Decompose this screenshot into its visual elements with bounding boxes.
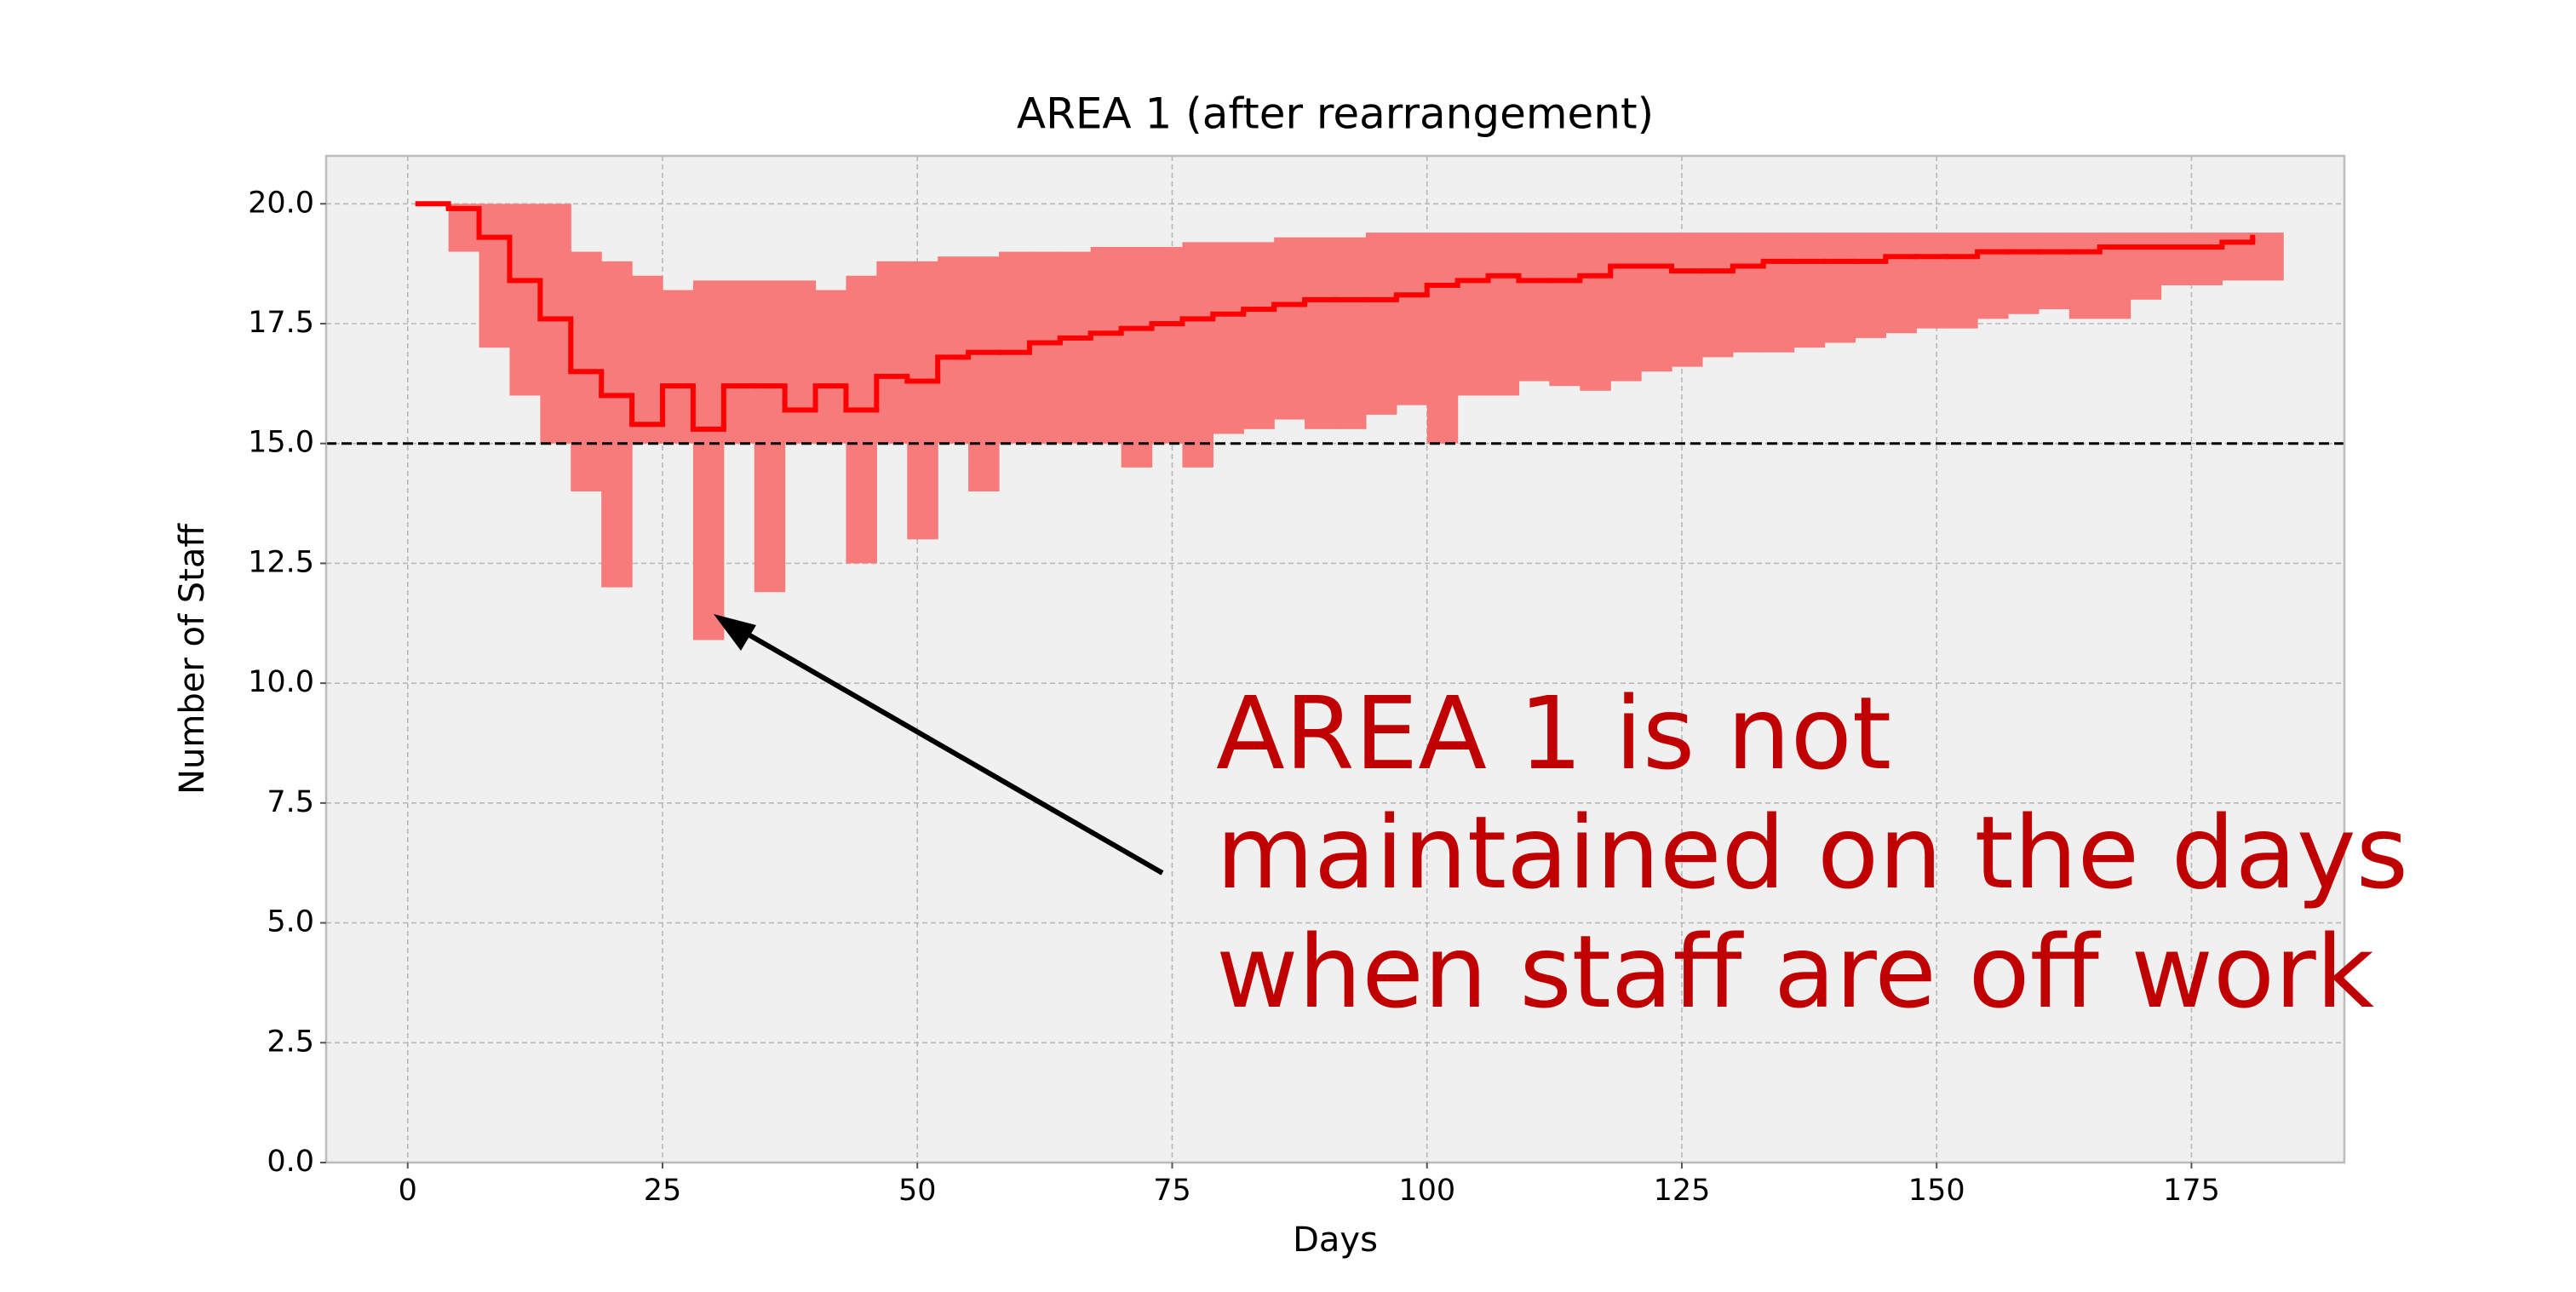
band-segment [1549,233,1581,387]
band-segment [1580,233,1611,391]
x-tick-label: 0 [399,1174,417,1208]
band-segment [876,261,908,444]
band-segment [1213,242,1244,434]
band-segment [1121,246,1153,468]
band-segment [1672,233,1703,367]
chart-title: AREA 1 (after rearrangement) [1017,89,1654,139]
band-segment [2068,233,2101,319]
band-segment [1885,233,1917,334]
plot-frame [324,154,2346,1164]
x-tick-label: 150 [1908,1174,1965,1208]
band-segment [2191,233,2223,285]
y-tick-label: 5.0 [267,905,314,939]
annotation-line: maintained on the days [1216,794,2408,911]
band-segment [2160,233,2193,285]
x-tick-label: 100 [1398,1174,1455,1208]
band-segment [968,256,1000,491]
y-tick-label: 7.5 [267,785,314,819]
x-tick-label: 75 [1153,1174,1191,1208]
band-segment [1977,233,2009,319]
band-segment [754,280,786,593]
band-segment [1274,237,1305,420]
band-segment [1151,246,1184,444]
y-tick-label: 15.0 [248,426,314,460]
band-segment [632,275,663,444]
band-segment [1518,233,1550,382]
band-segment [1701,233,1734,358]
band-segment [1763,233,1795,353]
band-segment [1457,233,1489,396]
band-segment [1793,233,1826,348]
x-tick-label: 25 [644,1174,682,1208]
band-segment [663,290,694,444]
band-segment [448,204,480,252]
band-segment [2038,233,2070,310]
band-segment [1947,233,1978,329]
band-segment [784,280,817,444]
band-segment [1610,233,1642,382]
data-marks [326,201,2344,640]
grid [326,156,2344,1163]
band-segment [1335,237,1367,429]
band-segment [1365,233,1397,415]
band-segment [2252,233,2284,281]
x-tick-label: 125 [1654,1174,1711,1208]
band-segment [723,280,755,444]
band-segment [846,275,877,564]
annotation-arrowhead [714,614,756,651]
band-segment [1090,246,1122,444]
y-tick-label: 17.5 [248,306,314,340]
y-tick-label: 20.0 [248,186,314,220]
band-segment [1243,242,1275,429]
y-tick-label: 0.0 [267,1145,314,1179]
band-segment [2130,233,2162,300]
band-segment [907,261,938,540]
band-segment [1029,251,1061,444]
y-tick-label: 10.0 [248,665,314,699]
band-segment [1396,233,1428,405]
band-segment [938,256,969,444]
band-segment [1059,251,1092,444]
band-segment [1732,233,1764,353]
band-segment [2008,233,2040,314]
y-axis-label: Number of Staff [173,523,212,795]
band-segment [479,204,511,348]
band-segment [1488,233,1520,396]
band-segment [540,204,571,444]
band-segment [999,251,1030,444]
band-segment [1641,233,1672,372]
y-tick-label: 2.5 [267,1025,314,1059]
band-segment [601,261,633,588]
x-tick-label: 50 [898,1174,937,1208]
band-segment [1426,233,1459,444]
y-tick-label: 12.5 [248,545,314,579]
band-segment [509,204,541,396]
band-segment [1305,237,1336,429]
band-segment [815,290,847,444]
annotation-line: AREA 1 is not [1216,675,1891,792]
x-axis-label: Days [1293,1220,1378,1260]
band-segment [692,280,725,640]
band-segment [1855,233,1886,338]
band-segment [1824,233,1856,343]
band-segment [1182,242,1213,468]
annotation-line: when staff are off work [1216,913,2374,1031]
annotation-arrow [729,622,1164,876]
x-tick-label: 175 [2163,1174,2220,1208]
band-segment [1916,233,1948,329]
